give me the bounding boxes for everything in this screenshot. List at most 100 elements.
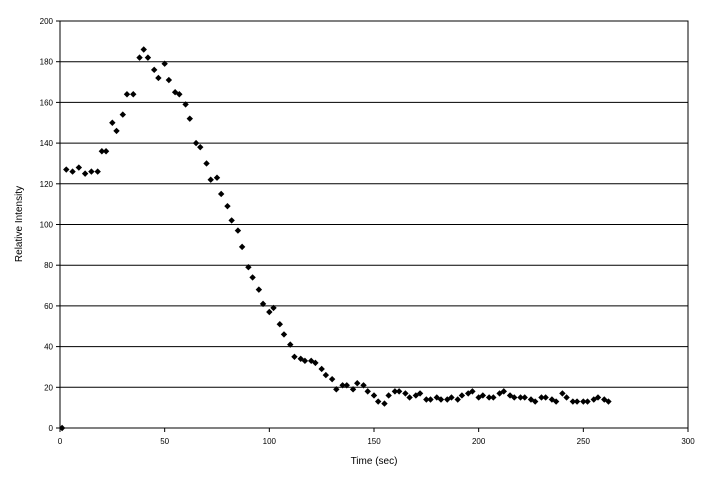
data-point (605, 398, 612, 405)
data-point (569, 398, 577, 405)
data-point (255, 286, 263, 293)
x-tick-label: 250 (577, 437, 591, 446)
data-point (360, 382, 367, 389)
data-point (573, 398, 581, 405)
data-point (197, 143, 204, 151)
y-tick-label: 120 (40, 180, 54, 189)
x-tick-label: 50 (160, 437, 169, 446)
data-point (354, 380, 361, 387)
data-point (176, 91, 183, 98)
y-tick-label: 80 (44, 261, 53, 270)
data-point (287, 341, 294, 348)
data-point (81, 170, 89, 177)
data-point (144, 54, 152, 61)
data-point (266, 308, 273, 316)
data-point (402, 390, 409, 397)
y-tick-label: 40 (44, 343, 53, 352)
y-tick-label: 180 (40, 58, 54, 67)
data-point (448, 394, 455, 401)
y-axis-title: Relative Intensity (14, 186, 25, 262)
data-point (333, 386, 340, 393)
data-point (559, 390, 566, 397)
data-point (391, 388, 399, 395)
data-point (130, 91, 137, 98)
data-point (98, 148, 106, 155)
data-point (123, 91, 131, 98)
data-point (531, 398, 539, 405)
data-point (207, 176, 214, 183)
data-point (192, 139, 200, 147)
data-point (374, 398, 382, 405)
data-point (601, 396, 608, 403)
data-point (238, 243, 246, 251)
y-tick-label: 100 (40, 221, 54, 230)
data-point (291, 353, 298, 360)
data-point (109, 119, 116, 126)
data-point (517, 394, 524, 401)
data-point (437, 396, 445, 403)
x-tick-label: 150 (367, 437, 381, 446)
data-point (454, 396, 461, 403)
data-point (511, 394, 518, 401)
data-point (63, 166, 70, 173)
data-point (228, 217, 235, 224)
data-point (395, 388, 403, 395)
data-point (318, 365, 325, 373)
data-point (75, 164, 83, 171)
data-point (381, 400, 388, 407)
x-tick-label: 300 (681, 437, 695, 446)
data-point (140, 46, 147, 53)
y-axis: 0 20 40 60 80 100 120 140 160 180 200 (40, 17, 60, 433)
data-point (563, 394, 570, 401)
data-point (552, 398, 560, 405)
data-points (58, 46, 612, 432)
data-point (58, 424, 66, 432)
y-tick-label: 200 (40, 17, 54, 26)
data-point (312, 359, 319, 367)
data-point (119, 111, 126, 118)
data-point (490, 394, 497, 401)
data-point (113, 127, 120, 135)
data-point (276, 321, 283, 328)
data-point (427, 396, 434, 403)
data-point (538, 394, 545, 401)
data-point (165, 76, 173, 84)
x-tick-label: 100 (263, 437, 277, 446)
data-point (245, 264, 252, 271)
data-point (94, 168, 101, 175)
data-point (406, 394, 413, 401)
data-point (385, 392, 392, 399)
data-point (136, 54, 143, 61)
data-point (217, 190, 225, 198)
data-point (161, 60, 168, 67)
data-point (364, 388, 371, 395)
gridlines (60, 61, 688, 388)
data-point (521, 394, 528, 401)
data-point (479, 392, 487, 399)
data-point (151, 66, 158, 74)
data-point (301, 357, 309, 365)
data-point (584, 398, 591, 405)
data-point (213, 174, 221, 181)
data-point (102, 148, 110, 155)
data-point (203, 160, 210, 167)
data-point (416, 390, 424, 397)
x-tick-label: 0 (58, 437, 63, 446)
data-point (186, 115, 193, 122)
data-point (370, 392, 378, 399)
data-point (328, 375, 336, 383)
data-point (458, 392, 466, 399)
data-point (590, 396, 597, 403)
data-point (500, 388, 507, 395)
data-point (171, 89, 179, 96)
x-tick-label: 200 (472, 437, 486, 446)
x-axis: 0 50 100 150 200 250 300 (58, 428, 695, 446)
y-tick-label: 60 (44, 302, 53, 311)
y-tick-label: 20 (44, 383, 53, 392)
data-point (182, 101, 189, 108)
y-tick-label: 0 (49, 424, 54, 433)
data-point (249, 274, 256, 281)
y-tick-label: 140 (40, 139, 54, 148)
data-point (270, 304, 277, 312)
